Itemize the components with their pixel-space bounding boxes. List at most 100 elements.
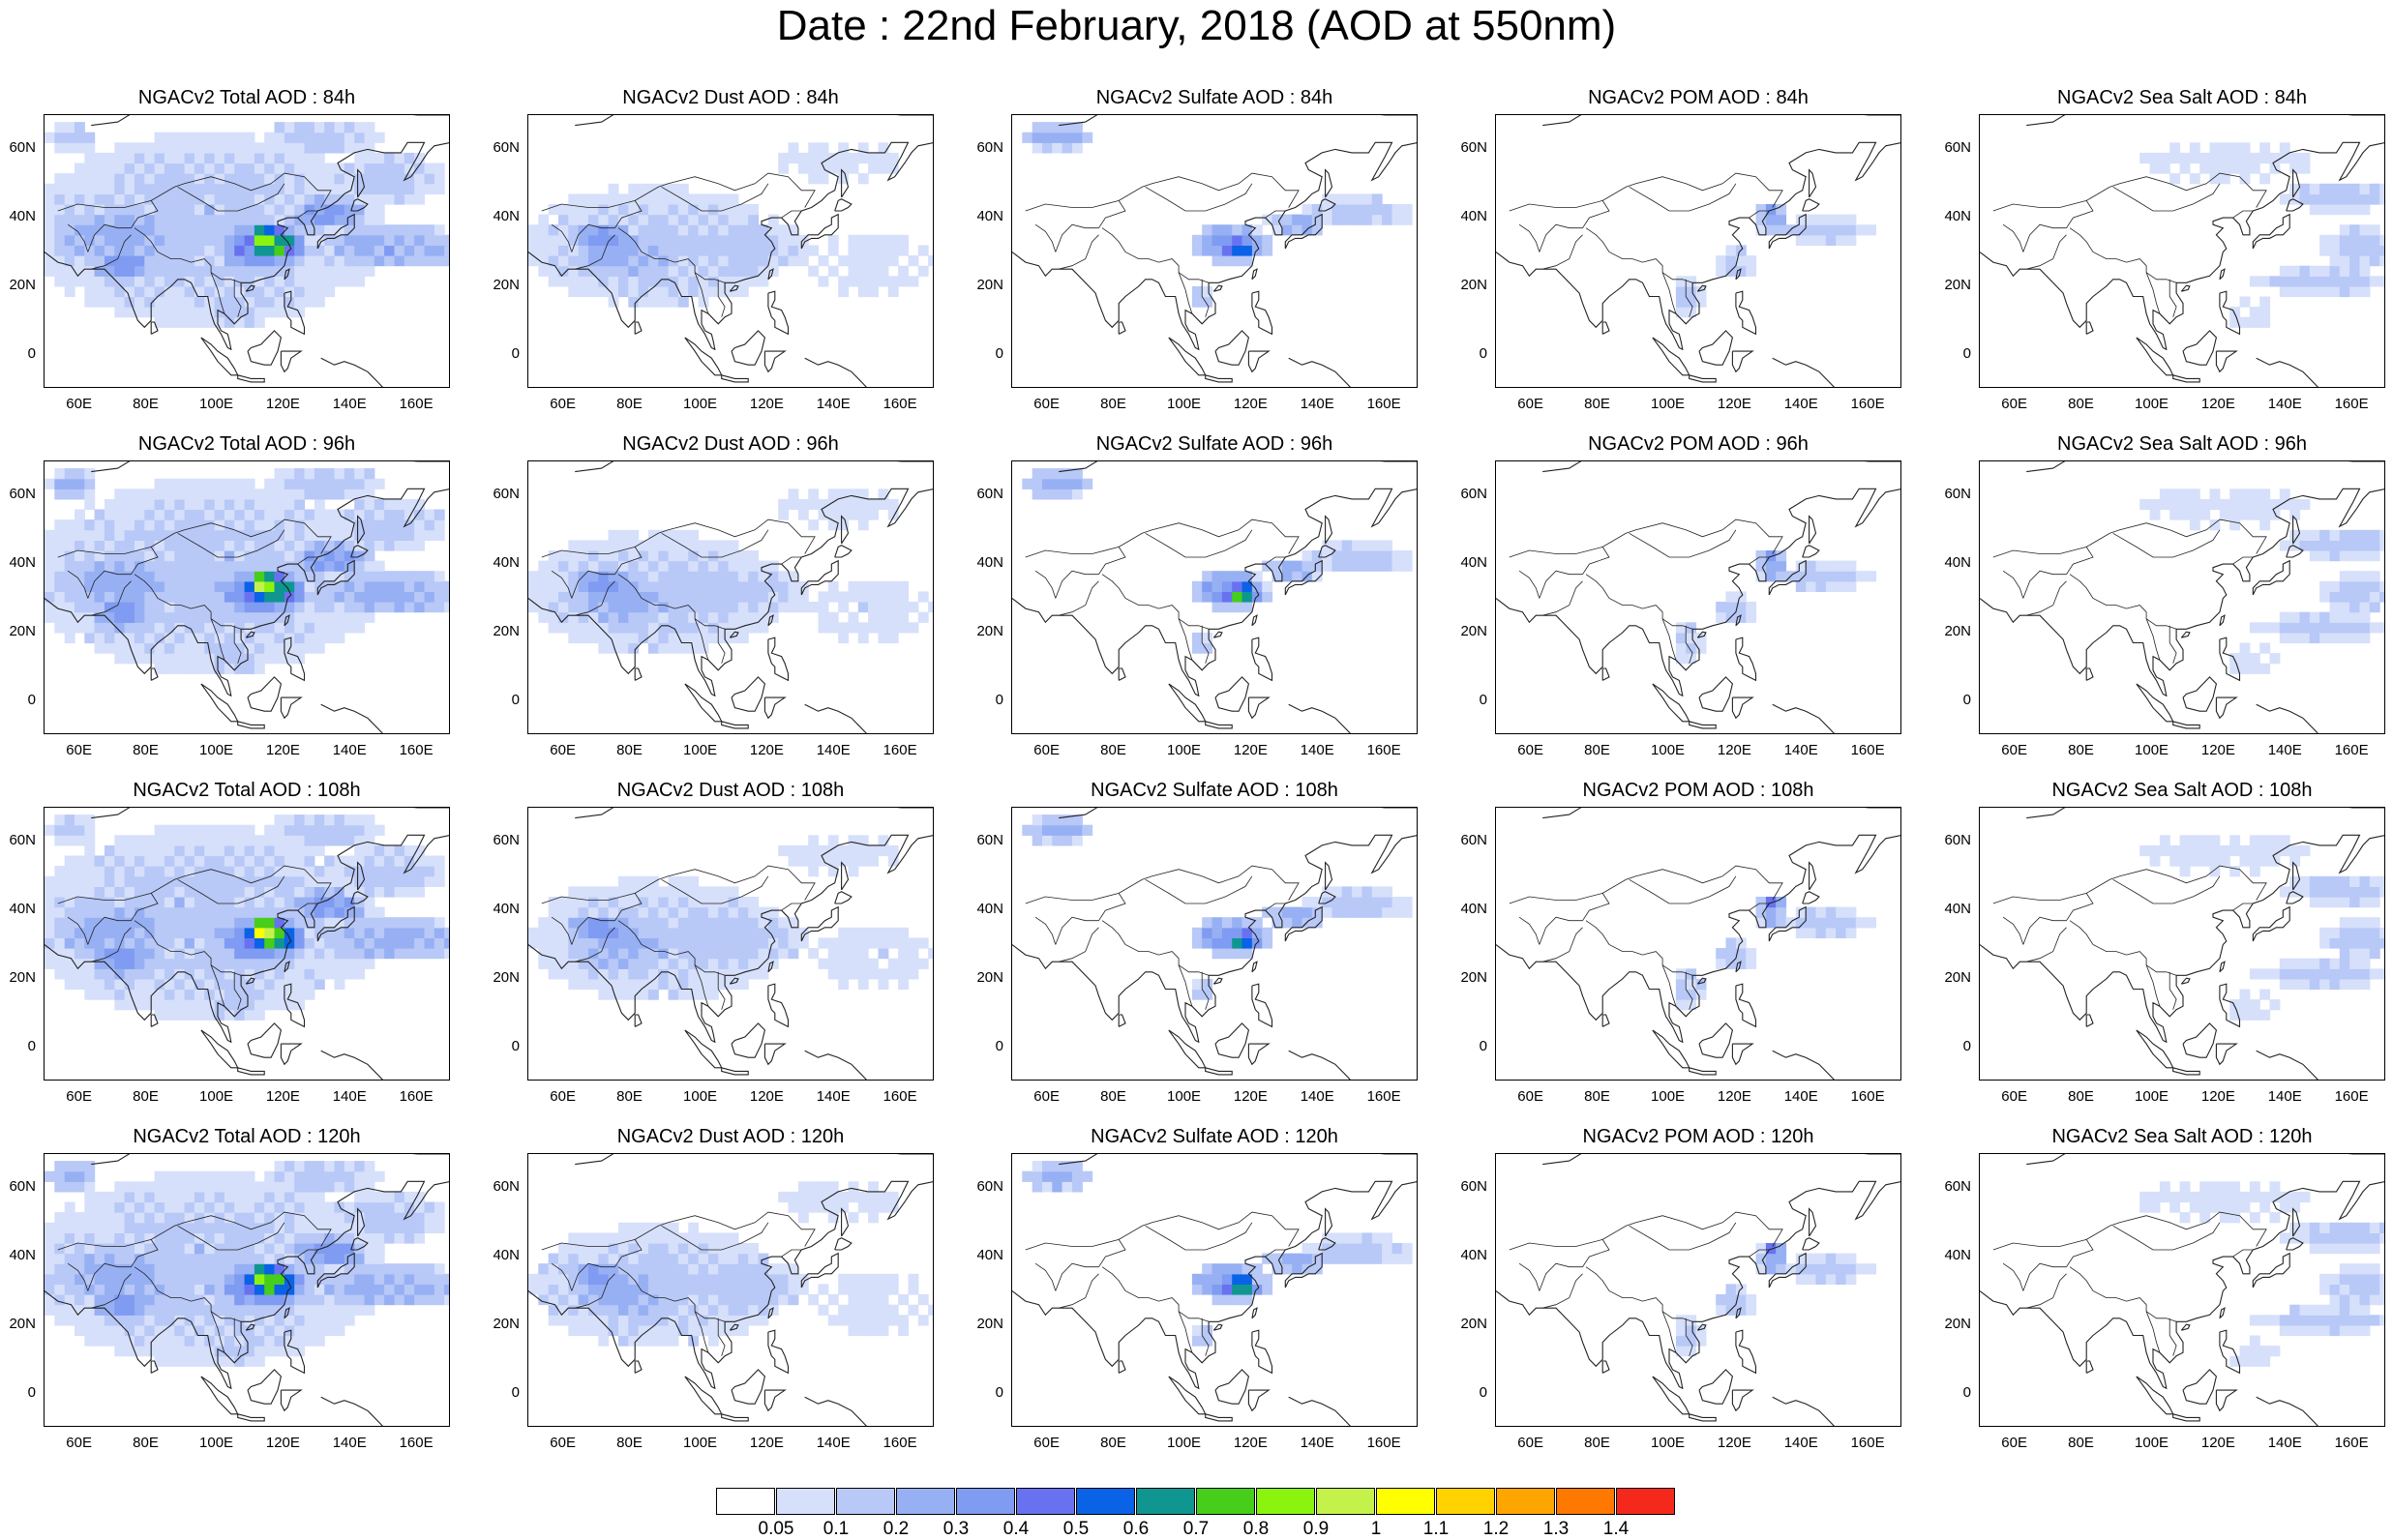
aod-cell xyxy=(678,907,689,918)
aod-cell xyxy=(395,540,405,550)
aod-cell xyxy=(549,266,559,277)
aod-cell xyxy=(165,1305,175,1316)
aod-cell xyxy=(1806,571,1816,581)
aod-cell xyxy=(95,530,105,541)
aod-cell xyxy=(1826,215,1837,225)
country-border xyxy=(1056,917,1099,944)
aod-cell xyxy=(688,286,699,297)
aod-cell xyxy=(2310,886,2320,897)
aod-cell xyxy=(395,1294,405,1305)
aod-cell xyxy=(165,937,175,948)
coastline xyxy=(1602,668,1609,680)
aod-cell xyxy=(245,1223,255,1233)
aod-cell xyxy=(618,245,629,255)
aod-cell xyxy=(708,602,719,612)
aod-cell xyxy=(75,835,85,845)
aod-cell xyxy=(264,948,275,959)
aod-cell xyxy=(234,245,245,255)
aod-cell xyxy=(2150,510,2161,520)
aod-cell xyxy=(245,163,255,174)
coastline xyxy=(2216,351,2236,371)
aod-cell xyxy=(2310,968,2320,979)
aod-cell xyxy=(2180,499,2191,510)
aod-cell xyxy=(1042,142,1053,153)
aod-cell xyxy=(2250,307,2260,317)
coastline xyxy=(1215,677,1248,711)
aod-cell xyxy=(314,1284,325,1294)
aod-cell xyxy=(224,1202,235,1213)
aod-cell xyxy=(155,163,165,174)
aod-cell xyxy=(748,245,759,255)
aod-cell xyxy=(174,1254,185,1264)
aod-cell xyxy=(639,224,649,235)
aod-cell xyxy=(264,561,275,572)
aod-cell xyxy=(1082,479,1092,489)
map-frame xyxy=(1495,114,1901,388)
coastline xyxy=(835,546,852,557)
coastline xyxy=(1803,199,1819,211)
country-border xyxy=(1519,917,1540,944)
aod-cell xyxy=(2349,530,2360,541)
aod-cell xyxy=(718,193,729,204)
aod-cell xyxy=(759,937,769,948)
aod-cell xyxy=(1072,825,1083,836)
aod-cell xyxy=(305,1161,315,1171)
country-border xyxy=(1519,224,1540,252)
aod-cell xyxy=(558,1254,569,1264)
aod-cell xyxy=(75,907,85,918)
aod-cell xyxy=(194,317,205,328)
aod-cell xyxy=(194,1010,205,1021)
aod-cell xyxy=(2370,581,2380,592)
aod-cell xyxy=(2259,499,2270,510)
aod-cell xyxy=(579,266,589,277)
coastline xyxy=(248,1023,281,1057)
aod-cell xyxy=(114,1192,125,1202)
lat-tick-label: 40N xyxy=(1456,901,1487,917)
aod-cell xyxy=(354,948,365,959)
aod-cell xyxy=(165,297,175,308)
aod-cell xyxy=(75,245,85,255)
aod-cell xyxy=(658,235,669,246)
aod-cell xyxy=(374,184,385,194)
aod-cell xyxy=(579,979,589,990)
aod-cell xyxy=(185,297,195,308)
aod-cell xyxy=(2240,163,2251,174)
aod-cell xyxy=(174,1171,185,1182)
aod-cell xyxy=(1776,571,1786,581)
aod-cell xyxy=(658,591,669,602)
aod-cell xyxy=(1222,571,1233,581)
country-border xyxy=(2113,184,2220,211)
aod-cell xyxy=(275,519,285,530)
aod-cell xyxy=(838,979,849,990)
aod-cell xyxy=(264,1263,275,1274)
aod-cell xyxy=(354,266,365,277)
aod-cell xyxy=(234,937,245,948)
aod-cell xyxy=(395,917,405,928)
aod-cell xyxy=(2370,917,2380,928)
coastline xyxy=(1810,863,1816,890)
aod-cell xyxy=(2370,184,2380,194)
country-border xyxy=(1542,235,1582,269)
aod-cell xyxy=(888,622,899,633)
aod-cell xyxy=(879,591,889,602)
aod-cell xyxy=(395,886,405,897)
aod-cell xyxy=(344,1161,355,1171)
aod-cell xyxy=(204,1254,215,1264)
aod-cell xyxy=(174,235,185,246)
aod-cell xyxy=(868,163,879,174)
lon-tick-label: 60E xyxy=(1517,396,1543,412)
aod-cell xyxy=(384,917,395,928)
aod-cell xyxy=(324,245,335,255)
aod-cell xyxy=(305,245,315,255)
aod-cell xyxy=(658,255,669,266)
aod-cell xyxy=(558,276,569,286)
aod-cell xyxy=(778,917,789,928)
aod-cell xyxy=(425,1202,435,1213)
aod-cell xyxy=(314,255,325,266)
aod-cell xyxy=(174,510,185,520)
aod-cell xyxy=(678,928,689,938)
aod-cell xyxy=(2319,540,2330,550)
aod-cell xyxy=(305,959,315,969)
aod-cell xyxy=(2280,489,2290,499)
aod-cell xyxy=(224,499,235,510)
